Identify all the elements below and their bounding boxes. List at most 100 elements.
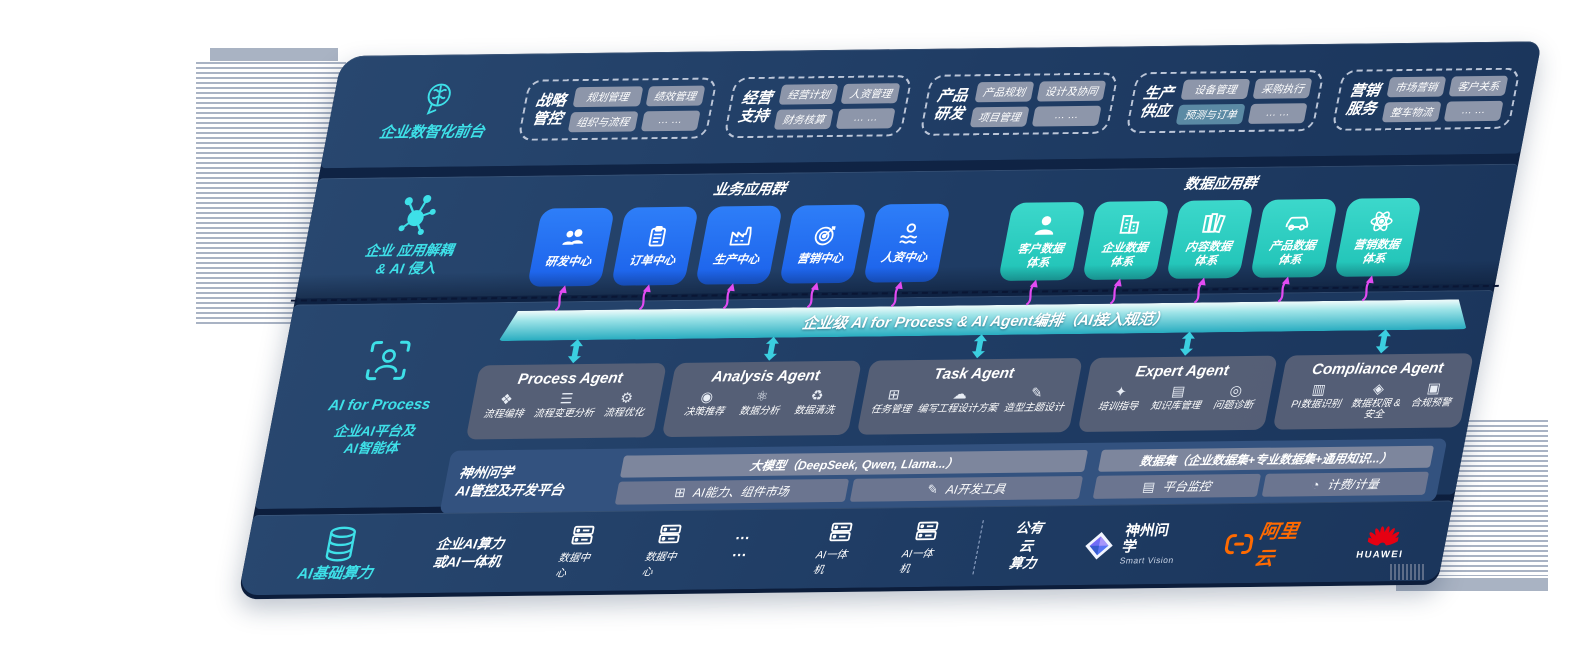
group-operation: 经营 支持 经营计划 人资管理 财务核算 … … [723, 75, 914, 139]
factory-icon [728, 226, 752, 246]
card-rd-center: 研发中心 [527, 207, 616, 312]
card-label: 营销中心 [795, 252, 845, 266]
dataset-bar: 数据集（企业数据集+专业数据集+通用知识...） [1098, 446, 1435, 473]
module-pill: 客户关系 [1448, 75, 1509, 97]
knowledge-stack-icon: ▤ [1170, 382, 1187, 399]
node-ai-appliance: AI一体机 [898, 519, 949, 577]
card-content-data: 内容数据 体系 [1165, 199, 1255, 304]
atom-icon [1369, 211, 1393, 232]
agent-title: Analysis Agent [710, 367, 822, 386]
data-group-title: 数据应用群 [1182, 175, 1259, 193]
magenta-flow-arrow [1277, 276, 1290, 303]
server-icon [828, 522, 853, 542]
module-pill: 组织与流程 [567, 111, 639, 133]
decouple-icon [398, 194, 436, 236]
ai-layer-rail: AI for Process 企业AI平台及 AI智能体 [290, 337, 471, 458]
agent-item-label: 造型主题设计 [1002, 402, 1065, 414]
card-label: 研发中心 [543, 255, 593, 269]
component-market-icon: ⊞ [673, 484, 688, 500]
card-hr-center: 人资中心 [862, 203, 952, 308]
id-card-icon: ▥ [1310, 380, 1328, 398]
monitor-icon: ▤ [1141, 478, 1157, 495]
module-pill: 整车物流 [1381, 101, 1442, 123]
module-pill: 产品规划 [974, 81, 1035, 103]
agent-task: Task Agent ⊞ 任务管理 ☁ 编写工程设计方案 ✎ 造型主题设计 [856, 334, 1083, 436]
platform-cell-devtools: ✎ AI开发工具 [849, 476, 1084, 503]
target-icon [814, 226, 836, 246]
group-title: 营销 服务 [1344, 82, 1382, 118]
card-label: 人资中心 [879, 251, 929, 265]
task-grid-icon: ⊞ [886, 386, 902, 403]
magenta-flow-arrow [1025, 279, 1038, 306]
module-pill: 财务核算 [773, 108, 834, 130]
layer-applications: 企业 应用解耦 & AI 侵入 业务应用群 研发中心 [295, 163, 1519, 312]
card-marketing-center: 营销中心 [778, 204, 868, 309]
card-label: 企业数据 体系 [1100, 242, 1149, 269]
clipboard-icon [648, 225, 666, 247]
card-label: 客户数据 体系 [1016, 243, 1065, 270]
agent-title: Process Agent [516, 369, 625, 388]
agent-item-label: 流程优化 [602, 407, 645, 419]
module-pill: 经营计划 [778, 83, 839, 105]
team-icon [561, 229, 583, 245]
diagnosis-icon: ◎ [1228, 382, 1244, 399]
module-pill: … … [835, 108, 896, 129]
agent-item-label: PI数据识别 [1290, 398, 1342, 411]
data-app-group: 数据应用群 客户数据 体系 [997, 170, 1427, 306]
agent-item-label: 合规预警 [1409, 397, 1452, 409]
agent-expert: Expert Agent ✦ 培训指导 ▤ 知识库管理 ◎ 问题诊断 [1077, 331, 1279, 433]
front-office-rail: 企业数智化前台 [351, 79, 521, 144]
compute-nodes: 数据中心 数据中心 … … AI一体机 [554, 519, 949, 581]
alibaba-cloud-logo: 阿里云 [1219, 516, 1317, 571]
module-pill: … … [1031, 105, 1102, 127]
agent-analysis: Analysis Agent ◉ 决策推荐 ⚛ 数据分析 ♻ 数据清洗 [661, 336, 863, 438]
node-datacenter: 数据中心 [554, 523, 606, 581]
infra-label: AI基础算力 [295, 564, 375, 583]
module-pill: … … [1443, 100, 1504, 122]
enterprise-compute-label: 企业AI算力 或AI一体机 [431, 535, 506, 570]
layer-ai-platform: AI for Process 企业AI平台及 AI智能体 企业级 AI for … [254, 289, 1495, 515]
teal-updown-arrow [971, 334, 987, 359]
platform-cell-label: AI能力、组件市场 [692, 484, 791, 501]
cloud-icon: ☁ [951, 385, 969, 402]
card-product-data: 产品数据 体系 [1249, 198, 1339, 303]
layer-infrastructure: AI基础算力 企业AI算力 或AI一体机 数据中心 数据中心 [238, 500, 1454, 596]
platform-cell-billing: ◔ 计费/计量 [1261, 472, 1430, 498]
magenta-flow-arrow [1109, 278, 1122, 305]
gear-icon: ⚙ [618, 389, 635, 406]
shield-icon: ◈ [1371, 380, 1386, 397]
alibaba-bracket-icon [1225, 533, 1254, 554]
decor-gray-bar-left [210, 48, 338, 61]
books-icon [1201, 213, 1226, 234]
sliders-icon: ☰ [558, 390, 575, 407]
magenta-flow-arrow [1361, 275, 1374, 302]
node-label: 数据中心 [554, 551, 592, 580]
nodes-ellipsis: … … [730, 525, 755, 560]
car-icon [1284, 216, 1308, 231]
group-marketing: 营销 服务 市场营销 客户关系 整车物流 … … [1331, 67, 1521, 131]
person-icon [1033, 216, 1053, 236]
business-group-title: 业务应用群 [711, 181, 788, 199]
agent-item-label: 知识库管理 [1149, 400, 1202, 413]
module-pill: 设计及协同 [1036, 80, 1107, 102]
workflow-icon: ❖ [498, 390, 515, 408]
alert-inbox-icon: ▣ [1425, 379, 1443, 396]
huawei-logo: HUAWEI [1355, 523, 1409, 561]
ai-layer-title: AI for Process [327, 395, 433, 415]
database-icon [325, 526, 356, 562]
magenta-flow-arrow [722, 283, 735, 310]
shenzhou-diamond-icon [1085, 531, 1114, 560]
app-layer-rail: 企业 应用解耦 & AI 侵入 [325, 191, 499, 278]
decor-gray-bar-right [1396, 578, 1548, 591]
server-icon [658, 524, 682, 544]
module-pill: 人资管理 [840, 83, 901, 104]
layer-front-office: 企业数智化前台 战略 管控 规划管理 绩效管理 组织与流程 … … 经营 支持 … [320, 41, 1542, 169]
model-bar: 大模型（DeepSeek, Qwen, Llama...） [619, 450, 1089, 479]
agent-process: Process Agent ❖ 流程编排 ☰ 流程变更分析 ⚙ 流程优化 [465, 339, 667, 440]
magenta-flow-arrow [806, 282, 819, 309]
magenta-flow-arrow [638, 284, 651, 311]
platform-cell-monitor: ▤ 平台监控 [1092, 474, 1261, 500]
card-label: 订单中心 [627, 254, 677, 268]
card-production-center: 生产中心 [694, 205, 784, 310]
